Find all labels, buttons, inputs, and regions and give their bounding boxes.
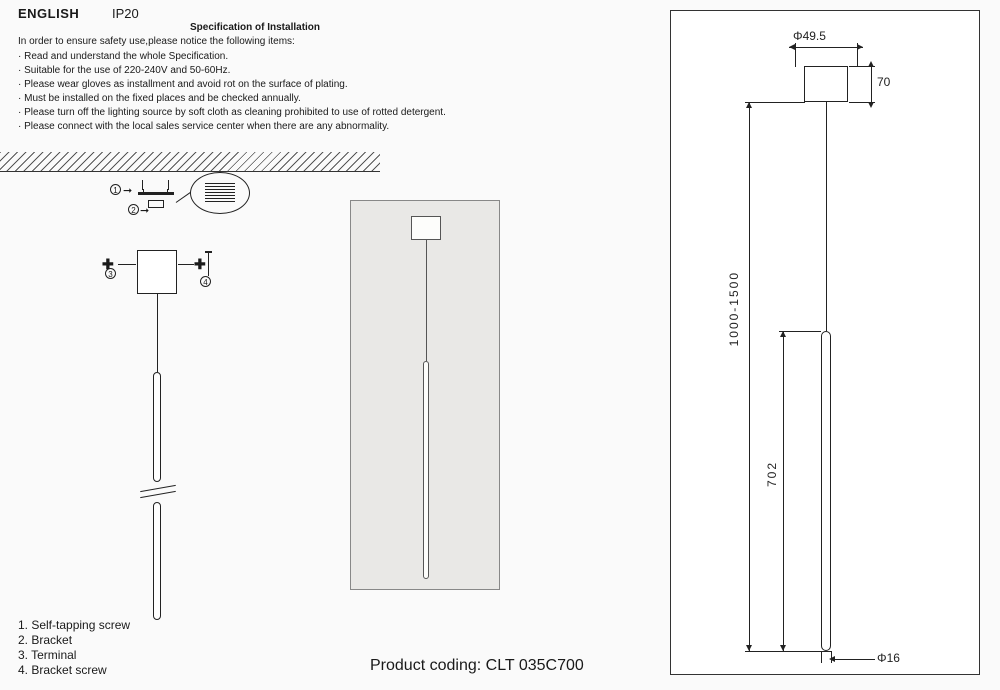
spec-bullet: Please connect with the local sales serv…	[18, 120, 446, 134]
right-tube	[821, 331, 831, 651]
callout-1: 1	[110, 184, 121, 195]
canopy-body	[137, 250, 177, 294]
spec-bullet: Please turn off the lighting source by s…	[18, 106, 446, 120]
product-coding-value: CLT 035C700	[486, 657, 584, 674]
dim-line	[871, 66, 872, 102]
callout-4: 4	[200, 276, 211, 287]
dim-tube-diameter: Φ16	[877, 651, 900, 665]
ext-line	[779, 331, 821, 332]
product-coding-label: Product coding:	[370, 657, 481, 674]
spec-title: Specification of Installation	[190, 22, 320, 33]
cable-line	[157, 294, 158, 372]
right-canopy	[804, 66, 848, 102]
spec-bullet: Must be installed on the fixed places an…	[18, 92, 446, 106]
installation-diagram: 1 ➞ 2 ➞ ✚ 3 ✚ 4	[90, 172, 320, 642]
screw-shaft	[168, 180, 169, 190]
callout-2: 2	[128, 204, 139, 215]
dim-line	[789, 47, 863, 48]
dim-tube-length: 702	[765, 461, 779, 487]
spec-bullet: Read and understand the whole Specificat…	[18, 50, 446, 64]
ext-line	[745, 651, 831, 652]
parts-item: 4. Bracket screw	[18, 663, 130, 678]
parts-item: 2. Bracket	[18, 633, 130, 648]
spec-bullet: Suitable for the use of 220-240V and 50-…	[18, 64, 446, 78]
header-ip-rating: IP20	[112, 6, 139, 21]
ext-line	[795, 43, 796, 67]
ext-line	[849, 102, 875, 103]
ext-line	[849, 66, 875, 67]
bracket-screw-head	[205, 251, 212, 253]
mid-canopy	[411, 216, 441, 240]
arrow-icon: ➞	[123, 184, 132, 197]
mid-cable	[426, 240, 427, 361]
leader-line	[831, 659, 875, 660]
mid-tube	[423, 361, 429, 579]
leader-line	[176, 192, 191, 203]
product-coding: Product coding: CLT 035C700	[370, 657, 584, 675]
tube-lower	[153, 502, 161, 620]
dim-cable-length: 1000-1500	[727, 271, 741, 346]
ceiling-hatch	[0, 152, 380, 172]
spec-intro: In order to ensure safety use,please not…	[18, 36, 295, 47]
break-line	[140, 491, 176, 498]
dim-line	[783, 331, 784, 651]
spec-bullet: Please wear gloves as installment and av…	[18, 78, 446, 92]
tube-upper	[153, 372, 161, 482]
spec-bullet-list: Read and understand the whole Specificat…	[18, 50, 446, 134]
parts-item: 3. Terminal	[18, 648, 130, 663]
technical-drawing-panel: Φ49.5 70 1000-1500 702 Φ16	[670, 10, 980, 675]
dim-line	[749, 102, 750, 651]
ext-line	[821, 651, 822, 663]
plus-icon: ✚	[194, 256, 206, 273]
callout-3: 3	[105, 268, 116, 279]
terminal-detail-balloon	[190, 172, 250, 214]
terminal-block-icon	[205, 182, 235, 202]
product-preview-panel	[350, 200, 500, 590]
bracket-screw-shaft	[208, 252, 209, 276]
dim-canopy-height: 70	[877, 75, 890, 89]
parts-item: 1. Self-tapping screw	[18, 618, 130, 633]
header-language: ENGLISH	[18, 6, 79, 21]
leader-line	[118, 264, 136, 265]
leader-line	[178, 264, 194, 265]
dim-top-diameter: Φ49.5	[793, 29, 826, 43]
screw-shaft	[142, 180, 143, 190]
arrow-left-icon	[829, 656, 835, 662]
screw-line	[143, 189, 144, 195]
right-cable	[826, 102, 827, 331]
ext-line	[857, 43, 858, 67]
parts-list: 1. Self-tapping screw 2. Bracket 3. Term…	[18, 618, 130, 678]
bracket-body	[148, 200, 164, 208]
ext-line	[745, 102, 805, 103]
ext-line	[831, 651, 832, 663]
